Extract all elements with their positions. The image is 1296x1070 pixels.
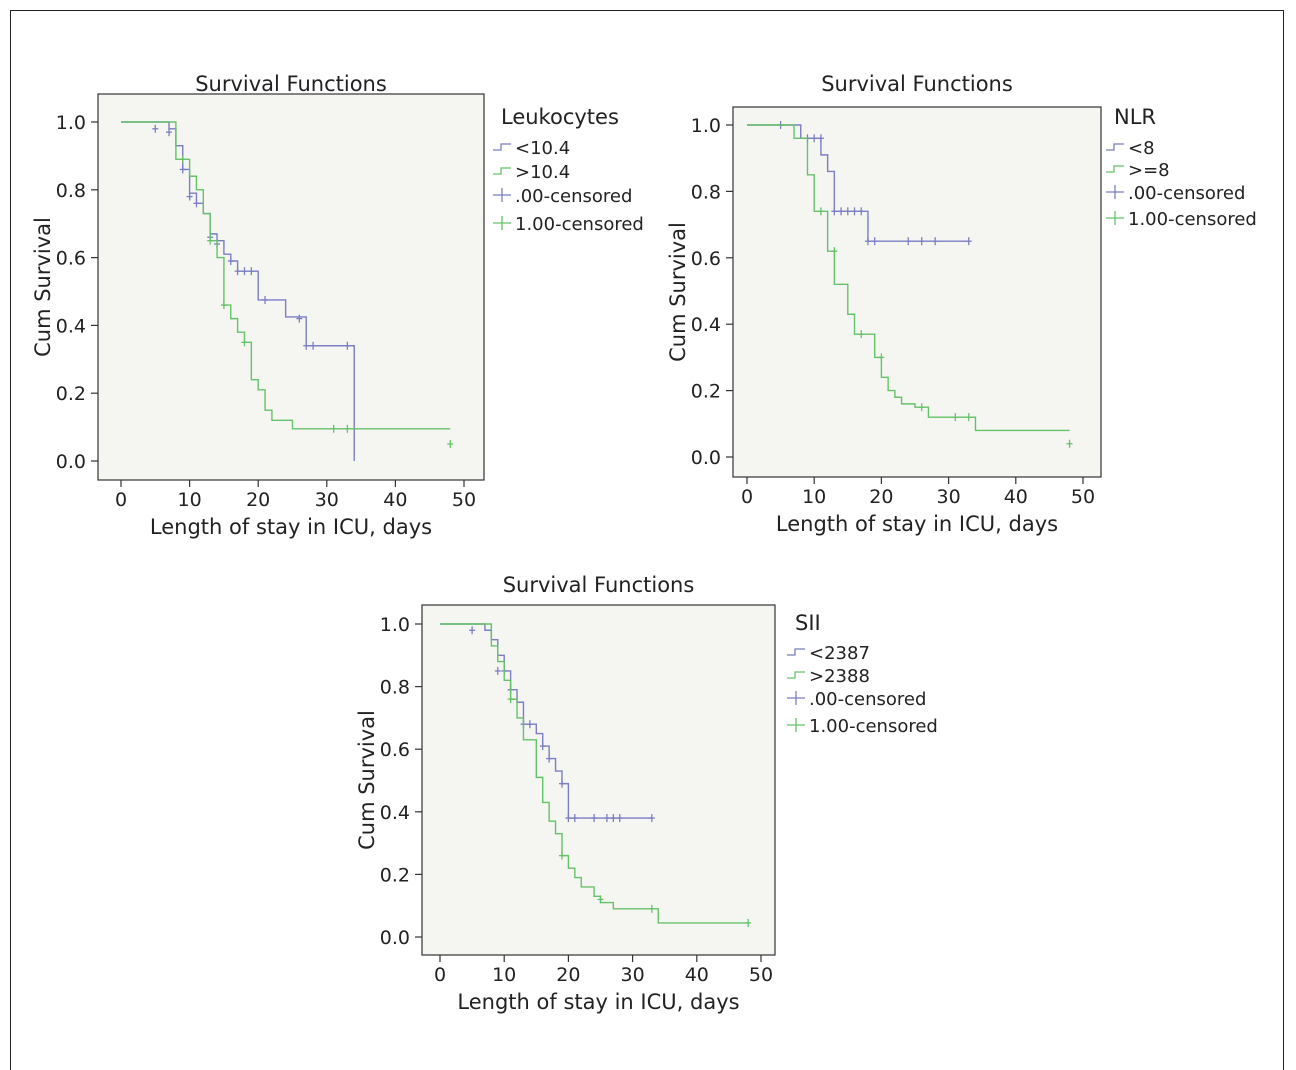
y-tick-label: 0.0 bbox=[691, 447, 721, 469]
plot-area bbox=[732, 106, 1102, 478]
x-tick-label: 20 bbox=[556, 964, 580, 986]
y-tick-label: 1.0 bbox=[691, 115, 721, 137]
x-tick-label: 40 bbox=[685, 964, 709, 986]
x-tick-label: 50 bbox=[1071, 486, 1095, 508]
legend-swatch-line bbox=[493, 167, 511, 175]
series-line-high bbox=[747, 124, 1070, 432]
x-tick-label: 10 bbox=[492, 964, 516, 986]
y-tick-label: 0.2 bbox=[691, 381, 721, 403]
legend-swatch-line bbox=[787, 648, 805, 656]
legend-label: .00-censored bbox=[1128, 183, 1245, 204]
y-tick-label: 0.4 bbox=[691, 314, 721, 336]
y-tick-label: 1.0 bbox=[380, 614, 410, 636]
legend-label: 1.00-censored bbox=[1128, 209, 1257, 230]
legend-label: 1.00-censored bbox=[515, 214, 644, 235]
legend-label: 1.00-censored bbox=[809, 716, 938, 737]
chart-leukocytes: Survival Functions 0.0 0.2 0.4 0.6 0.8 1.0 0 10 2… bbox=[31, 72, 644, 539]
x-tick-label: 50 bbox=[452, 489, 476, 511]
chart-nlr: Survival Functions 0.0 0.2 0.4 0.6 0.8 1.0 0 10 2… bbox=[666, 72, 1257, 536]
chart-sii: Survival Functions 0.0 0.2 0.4 0.6 0.8 1.0 0 10 2… bbox=[355, 573, 938, 1014]
x-axis-label: Length of stay in ICU, days bbox=[776, 512, 1058, 536]
legend-label: >2388 bbox=[809, 666, 870, 687]
legend-label: .00-censored bbox=[515, 186, 632, 207]
x-tick-label: 50 bbox=[749, 964, 773, 986]
legend-label: >=8 bbox=[1128, 160, 1170, 181]
y-tick-label: 0.0 bbox=[380, 927, 410, 949]
x-tick-label: 30 bbox=[937, 486, 961, 508]
legend-title: NLR bbox=[1114, 105, 1156, 129]
series-line-low bbox=[747, 124, 969, 242]
chart-title: Survival Functions bbox=[503, 573, 695, 597]
x-tick-label: 30 bbox=[621, 964, 645, 986]
y-tick-label: 0.2 bbox=[56, 383, 86, 405]
y-axis-label: Cum Survival bbox=[355, 710, 379, 850]
chart-title: Survival Functions bbox=[821, 72, 1013, 96]
y-axis-label: Cum Survival bbox=[31, 217, 55, 357]
legend-label: <10.4 bbox=[515, 138, 570, 159]
series-line-low bbox=[121, 121, 355, 461]
series-line-high bbox=[121, 121, 451, 430]
x-tick-label: 20 bbox=[869, 486, 893, 508]
y-axis-label: Cum Survival bbox=[666, 222, 690, 362]
x-tick-label: 20 bbox=[246, 489, 270, 511]
legend-swatch-line bbox=[787, 671, 805, 679]
legend-label: <2387 bbox=[809, 643, 870, 664]
x-tick-label: 10 bbox=[178, 489, 202, 511]
y-tick-label: 0.6 bbox=[56, 248, 86, 270]
y-tick-label: 0.4 bbox=[56, 315, 86, 337]
y-tick-label: 0.6 bbox=[380, 739, 410, 761]
legend-title: SII bbox=[795, 611, 821, 635]
legend-label: >10.4 bbox=[515, 162, 570, 183]
figure-frame bbox=[10, 10, 1284, 1070]
x-axis-label: Length of stay in ICU, days bbox=[457, 990, 739, 1014]
x-tick-label: 10 bbox=[802, 486, 826, 508]
y-tick-label: 0.0 bbox=[56, 451, 86, 473]
x-axis-label: Length of stay in ICU, days bbox=[150, 515, 432, 539]
x-tick-label: 0 bbox=[115, 489, 127, 511]
legend-swatch-line bbox=[1106, 143, 1124, 151]
legend-swatch-line bbox=[493, 143, 511, 151]
plot-area bbox=[421, 604, 776, 956]
plot-area bbox=[97, 93, 485, 481]
x-tick-label: 30 bbox=[315, 489, 339, 511]
series-line-high bbox=[440, 623, 749, 924]
y-tick-label: 0.8 bbox=[56, 180, 86, 202]
y-tick-label: 0.6 bbox=[691, 248, 721, 270]
x-tick-label: 0 bbox=[434, 964, 446, 986]
chart-title: Survival Functions bbox=[195, 72, 387, 96]
x-tick-label: 40 bbox=[383, 489, 407, 511]
legend-title: Leukocytes bbox=[501, 105, 619, 129]
y-tick-label: 1.0 bbox=[56, 112, 86, 134]
legend-label: <8 bbox=[1128, 138, 1155, 159]
y-tick-label: 0.2 bbox=[380, 864, 410, 886]
series-line-low bbox=[440, 623, 652, 819]
legend-swatch-line bbox=[1106, 165, 1124, 173]
x-tick-label: 0 bbox=[741, 486, 753, 508]
legend-label: .00-censored bbox=[809, 689, 926, 710]
x-tick-label: 40 bbox=[1004, 486, 1028, 508]
y-tick-label: 0.8 bbox=[380, 677, 410, 699]
y-tick-label: 0.8 bbox=[691, 181, 721, 203]
y-tick-label: 0.4 bbox=[380, 802, 410, 824]
